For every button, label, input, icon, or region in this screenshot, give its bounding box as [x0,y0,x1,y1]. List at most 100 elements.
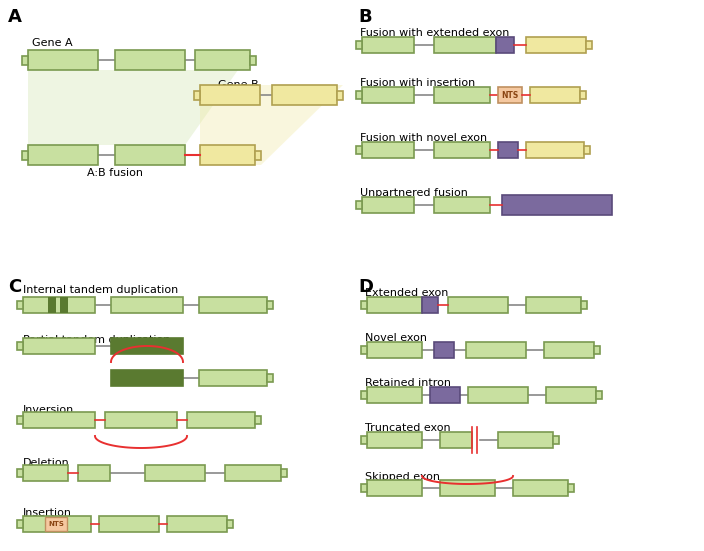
FancyBboxPatch shape [367,342,422,358]
FancyBboxPatch shape [99,516,159,532]
Bar [60,297,68,313]
FancyBboxPatch shape [225,465,281,481]
FancyBboxPatch shape [45,517,67,531]
Bar [361,301,367,309]
FancyBboxPatch shape [199,297,267,313]
FancyBboxPatch shape [422,297,438,313]
FancyBboxPatch shape [526,37,586,53]
Bar [22,150,28,159]
FancyBboxPatch shape [115,50,185,70]
Bar [361,391,367,398]
FancyBboxPatch shape [496,37,514,53]
FancyBboxPatch shape [23,297,95,313]
FancyBboxPatch shape [105,412,177,428]
Bar [356,41,362,48]
FancyBboxPatch shape [187,412,255,428]
Bar [337,90,343,100]
FancyBboxPatch shape [430,387,460,403]
Bar [194,90,200,100]
FancyBboxPatch shape [502,196,612,214]
FancyBboxPatch shape [367,480,422,496]
Bar [17,520,23,528]
Bar [594,347,600,354]
FancyBboxPatch shape [23,412,95,428]
Bar [17,342,23,349]
Bar [255,150,261,159]
FancyBboxPatch shape [23,338,95,354]
Bar [361,347,367,354]
Bar [580,91,586,99]
Text: Gene A: Gene A [32,38,73,48]
Bar [568,484,574,491]
Text: A: A [8,8,22,26]
Text: Extended exon: Extended exon [365,288,448,298]
Text: NTS: NTS [501,90,519,100]
FancyBboxPatch shape [513,480,568,496]
Text: Gene B: Gene B [218,80,258,90]
FancyBboxPatch shape [544,342,594,358]
FancyBboxPatch shape [111,338,183,354]
Bar [584,147,590,154]
FancyBboxPatch shape [199,370,267,386]
FancyBboxPatch shape [468,387,528,403]
FancyBboxPatch shape [448,297,508,313]
Bar [553,436,559,444]
Bar [361,484,367,491]
FancyBboxPatch shape [434,87,490,103]
FancyBboxPatch shape [28,145,98,165]
FancyBboxPatch shape [526,297,581,313]
Bar [22,56,28,64]
Bar [586,41,592,48]
Text: Inversion: Inversion [23,405,74,415]
FancyBboxPatch shape [434,197,490,213]
Bar [250,56,256,64]
Bar [356,202,362,209]
FancyBboxPatch shape [434,142,490,158]
FancyBboxPatch shape [362,142,414,158]
Bar [596,391,602,398]
Text: Fusion with extended exon: Fusion with extended exon [360,28,510,38]
Text: B: B [358,8,372,26]
FancyBboxPatch shape [272,85,337,105]
Text: Partial tandem duplication: Partial tandem duplication [23,335,170,345]
FancyBboxPatch shape [546,387,596,403]
FancyBboxPatch shape [498,142,518,158]
Text: A:B fusion: A:B fusion [87,168,143,178]
FancyBboxPatch shape [466,342,526,358]
Bar [17,469,23,477]
FancyBboxPatch shape [23,465,68,481]
FancyBboxPatch shape [440,432,472,448]
Text: Unpartnered fusion: Unpartnered fusion [360,188,468,198]
Text: Skipped exon: Skipped exon [365,472,440,482]
Text: NTS: NTS [48,521,64,527]
Bar [17,417,23,424]
Text: Retained intron: Retained intron [365,378,451,388]
FancyBboxPatch shape [434,37,496,53]
FancyBboxPatch shape [526,142,584,158]
Bar [17,301,23,309]
FancyBboxPatch shape [167,516,227,532]
Bar [267,301,273,309]
Text: Deletion: Deletion [23,458,70,468]
FancyBboxPatch shape [111,370,183,386]
Text: Insertion: Insertion [23,508,72,518]
Bar [356,91,362,99]
FancyBboxPatch shape [145,465,205,481]
FancyBboxPatch shape [28,50,98,70]
FancyBboxPatch shape [362,37,414,53]
Bar [267,374,273,382]
Text: Fusion with novel exon: Fusion with novel exon [360,133,487,143]
Bar [48,297,56,313]
Text: C: C [8,278,21,296]
Bar [227,520,233,528]
FancyBboxPatch shape [111,297,183,313]
Polygon shape [200,85,343,165]
FancyBboxPatch shape [498,432,553,448]
FancyBboxPatch shape [367,432,422,448]
FancyBboxPatch shape [440,480,495,496]
Bar [581,301,587,309]
Text: Internal tandem duplication: Internal tandem duplication [23,285,178,295]
FancyBboxPatch shape [195,50,250,70]
Bar [361,436,367,444]
FancyBboxPatch shape [362,87,414,103]
